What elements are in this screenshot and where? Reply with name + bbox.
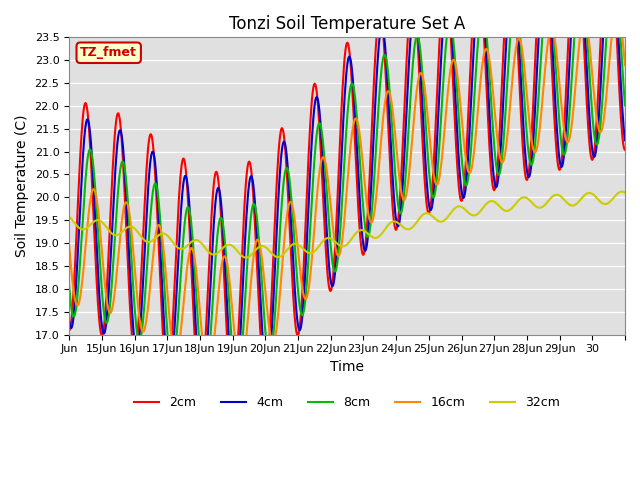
32cm: [491, 199, 499, 205]
4cm: [230, 393, 238, 398]
2cm: [229, 396, 237, 401]
4cm: [140, 258, 148, 264]
32cm: [129, 224, 136, 230]
32cm: [65, 214, 73, 220]
4cm: [178, 198, 186, 204]
16cm: [129, 240, 136, 246]
Line: 8cm: 8cm: [69, 0, 625, 384]
Text: TZ_fmet: TZ_fmet: [80, 46, 137, 59]
Title: Tonzi Soil Temperature Set A: Tonzi Soil Temperature Set A: [229, 15, 465, 33]
Y-axis label: Soil Temperature (C): Soil Temperature (C): [15, 115, 29, 257]
16cm: [354, 120, 362, 125]
16cm: [491, 108, 499, 114]
16cm: [204, 371, 212, 377]
2cm: [401, 99, 408, 105]
4cm: [65, 318, 73, 324]
8cm: [621, 103, 629, 108]
8cm: [354, 125, 362, 131]
4cm: [401, 145, 408, 151]
8cm: [129, 275, 136, 281]
Legend: 2cm, 4cm, 8cm, 16cm, 32cm: 2cm, 4cm, 8cm, 16cm, 32cm: [129, 391, 565, 414]
2cm: [354, 194, 362, 200]
4cm: [621, 137, 629, 143]
Line: 2cm: 2cm: [69, 0, 625, 398]
8cm: [65, 283, 73, 289]
Line: 32cm: 32cm: [69, 192, 625, 258]
32cm: [621, 190, 629, 195]
X-axis label: Time: Time: [330, 360, 364, 374]
2cm: [140, 209, 148, 215]
32cm: [401, 226, 408, 231]
2cm: [65, 327, 73, 333]
16cm: [65, 243, 73, 249]
8cm: [401, 184, 408, 190]
2cm: [129, 339, 136, 345]
2cm: [621, 147, 629, 153]
4cm: [491, 181, 499, 187]
8cm: [178, 258, 186, 264]
2cm: [178, 162, 186, 168]
16cm: [613, 5, 621, 11]
Line: 4cm: 4cm: [69, 0, 625, 396]
32cm: [242, 255, 250, 261]
8cm: [491, 149, 499, 155]
4cm: [354, 159, 362, 165]
8cm: [140, 304, 148, 310]
32cm: [140, 237, 148, 243]
32cm: [178, 246, 186, 252]
4cm: [129, 316, 136, 322]
16cm: [401, 197, 408, 203]
8cm: [201, 381, 209, 387]
32cm: [354, 228, 362, 234]
16cm: [621, 62, 629, 68]
16cm: [140, 327, 148, 333]
32cm: [618, 189, 625, 194]
Line: 16cm: 16cm: [69, 8, 625, 374]
16cm: [178, 320, 186, 325]
2cm: [491, 187, 499, 192]
